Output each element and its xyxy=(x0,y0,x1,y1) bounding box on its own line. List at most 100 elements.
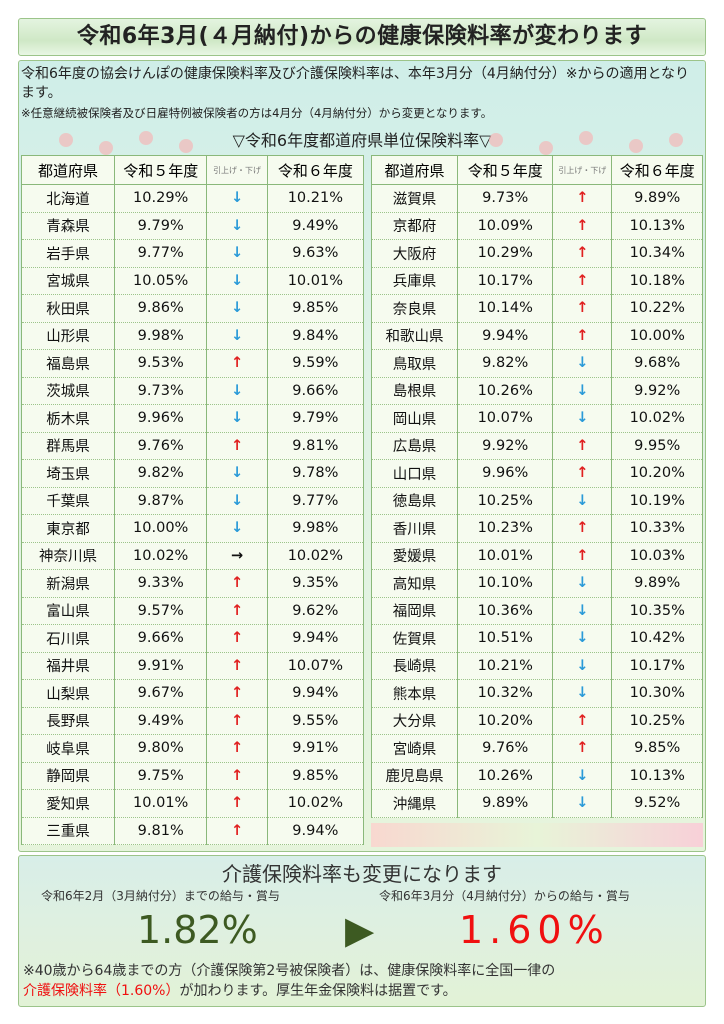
arrow-down-icon: ↓ xyxy=(206,459,268,488)
table-row: 和歌山県 9.94% ↑ 10.00% xyxy=(370,321,703,350)
prefecture: 三重県 xyxy=(21,816,115,845)
column-header: 引上げ・下げ xyxy=(552,155,613,185)
rate-r5: 9.82% xyxy=(457,349,554,378)
rate-r6: 9.85% xyxy=(266,761,365,790)
table-row: 青森県 9.79% ↓ 9.49% xyxy=(21,211,365,240)
rate-r5: 9.77% xyxy=(113,239,208,268)
flower-icon xyxy=(669,133,683,147)
arrow-up-icon: ↑ xyxy=(206,816,268,845)
rate-r5: 10.25% xyxy=(457,486,554,515)
prefecture: 兵庫県 xyxy=(370,266,459,295)
arrow-down-icon: ↓ xyxy=(552,761,613,790)
rate-r5: 10.51% xyxy=(457,624,554,653)
rate-r6: 10.00% xyxy=(611,321,703,350)
arrow-down-icon: ↓ xyxy=(552,569,613,598)
prefecture: 奈良県 xyxy=(370,294,459,323)
prefecture: 茨城県 xyxy=(21,376,115,405)
rate-r6: 10.13% xyxy=(611,211,703,240)
flower-icon xyxy=(59,133,73,147)
column-header: 令和６年度 xyxy=(611,155,703,185)
prefecture: 千葉県 xyxy=(21,486,115,515)
table-row: 山口県 9.96% ↑ 10.20% xyxy=(370,459,703,488)
table-header: 都道府県 令和５年度 引上げ・下げ 令和６年度 xyxy=(21,155,365,185)
care-note-red: 介護保険料率（1.60%） xyxy=(23,983,180,999)
table-row: 千葉県 9.87% ↓ 9.77% xyxy=(21,486,365,515)
arrow-down-icon: ↓ xyxy=(552,404,613,433)
table-row: 沖縄県 9.89% ↓ 9.52% xyxy=(370,789,703,818)
arrow-up-icon: ↑ xyxy=(552,266,613,295)
house-decoration-icon xyxy=(371,823,703,847)
arrow-up-icon: ↑ xyxy=(552,734,613,763)
rate-r5: 10.21% xyxy=(457,651,554,680)
prefecture: 山梨県 xyxy=(21,679,115,708)
rate-r6: 10.03% xyxy=(611,541,703,570)
rate-r5: 9.87% xyxy=(113,486,208,515)
rate-r6: 9.79% xyxy=(266,404,365,433)
prefecture: 沖縄県 xyxy=(370,789,459,818)
table-row: 三重県 9.81% ↑ 9.94% xyxy=(21,816,365,845)
arrow-down-icon: ↓ xyxy=(552,624,613,653)
table-row: 滋賀県 9.73% ↑ 9.89% xyxy=(370,184,703,213)
rate-r6: 10.33% xyxy=(611,514,703,543)
flower-icon xyxy=(539,141,553,155)
table-row: 島根県 10.26% ↓ 9.92% xyxy=(370,376,703,405)
rate-r6: 10.07% xyxy=(266,651,365,680)
rate-r5: 10.17% xyxy=(457,266,554,295)
prefecture: 鳥取県 xyxy=(370,349,459,378)
rate-r6: 9.59% xyxy=(266,349,365,378)
rate-r5: 10.26% xyxy=(457,376,554,405)
rate-r6: 10.02% xyxy=(611,404,703,433)
table-row: 新潟県 9.33% ↑ 9.35% xyxy=(21,569,365,598)
table-row: 群馬県 9.76% ↑ 9.81% xyxy=(21,431,365,460)
prefecture: 大分県 xyxy=(370,706,459,735)
table-row: 香川県 10.23% ↑ 10.33% xyxy=(370,514,703,543)
arrow-down-icon: ↓ xyxy=(206,239,268,268)
rate-r6: 10.34% xyxy=(611,239,703,268)
prefecture: 神奈川県 xyxy=(21,541,115,570)
prefecture: 香川県 xyxy=(370,514,459,543)
rate-r6: 9.89% xyxy=(611,569,703,598)
column-header: 都道府県 xyxy=(370,155,459,185)
rate-r6: 9.77% xyxy=(266,486,365,515)
care-insurance-section: 介護保険料率も変更になります 令和6年2月（3月納付分）までの給与・賞与 令和6… xyxy=(18,855,706,1007)
table-row: 広島県 9.92% ↑ 9.95% xyxy=(370,431,703,460)
table-row: 鹿児島県 10.26% ↓ 10.13% xyxy=(370,761,703,790)
table-row: 愛知県 10.01% ↑ 10.02% xyxy=(21,789,365,818)
rate-r6: 9.55% xyxy=(266,706,365,735)
table-header: 都道府県 令和５年度 引上げ・下げ 令和６年度 xyxy=(370,155,703,185)
arrow-up-icon: ↑ xyxy=(206,569,268,598)
flower-icon xyxy=(489,133,503,147)
prefecture: 佐賀県 xyxy=(370,624,459,653)
intro-note: ※任意継続被保険者及び日雇特例被保険者の方は4月分（4月納付分）から変更となりま… xyxy=(21,106,493,120)
rate-r5: 9.86% xyxy=(113,294,208,323)
prefecture: 岡山県 xyxy=(370,404,459,433)
table-row: 石川県 9.66% ↑ 9.94% xyxy=(21,624,365,653)
arrow-up-icon: ↑ xyxy=(206,761,268,790)
table-row: 宮崎県 9.76% ↑ 9.85% xyxy=(370,734,703,763)
prefecture: 富山県 xyxy=(21,596,115,625)
rate-r6: 9.94% xyxy=(266,816,365,845)
arrow-up-icon: ↑ xyxy=(206,651,268,680)
rate-r5: 9.92% xyxy=(457,431,554,460)
care-note-2: が加わります。厚生年金保険料は据置です。 xyxy=(179,983,457,999)
rate-r5: 9.98% xyxy=(113,321,208,350)
rate-r5: 10.14% xyxy=(457,294,554,323)
arrow-down-icon: ↓ xyxy=(552,789,613,818)
table-row: 岐阜県 9.80% ↑ 9.91% xyxy=(21,734,365,763)
prefecture: 広島県 xyxy=(370,431,459,460)
table-row: 福島県 9.53% ↑ 9.59% xyxy=(21,349,365,378)
prefecture: 鹿児島県 xyxy=(370,761,459,790)
rate-r5: 9.33% xyxy=(113,569,208,598)
arrow-down-icon: ↓ xyxy=(552,651,613,680)
arrow-down-icon: ↓ xyxy=(206,266,268,295)
prefecture: 滋賀県 xyxy=(370,184,459,213)
rate-r5: 10.29% xyxy=(113,184,208,213)
rate-r6: 9.94% xyxy=(266,679,365,708)
prefecture: 群馬県 xyxy=(21,431,115,460)
arrow-down-icon: ↓ xyxy=(552,596,613,625)
prefecture: 愛媛県 xyxy=(370,541,459,570)
rate-r5: 9.81% xyxy=(113,816,208,845)
table-row: 栃木県 9.96% ↓ 9.79% xyxy=(21,404,365,433)
rate-r6: 10.18% xyxy=(611,266,703,295)
table-row: 岡山県 10.07% ↓ 10.02% xyxy=(370,404,703,433)
